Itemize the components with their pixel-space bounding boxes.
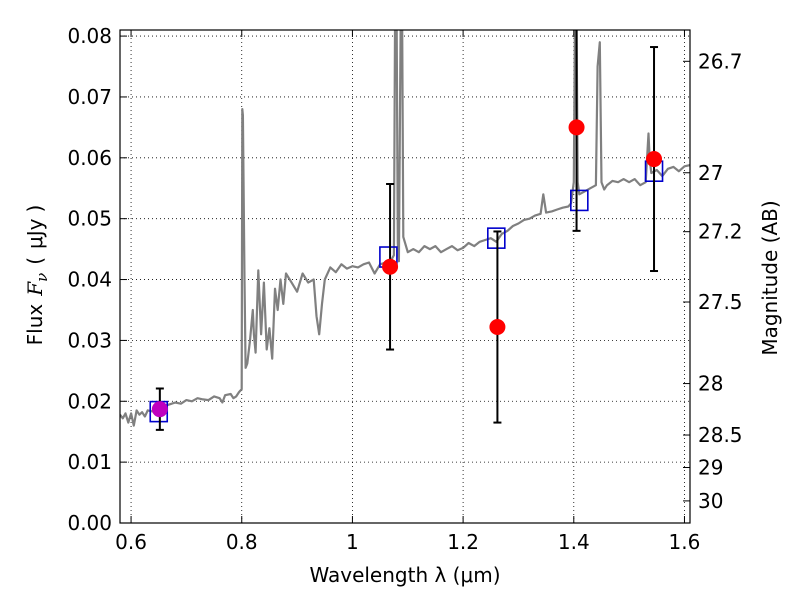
magnitude-tick-label: 27 xyxy=(698,161,723,185)
ticks-layer xyxy=(120,30,690,524)
observed-flux-point xyxy=(646,151,663,168)
plot-frame xyxy=(119,29,691,524)
model-photometry-square xyxy=(570,189,589,212)
observed-flux-point xyxy=(489,319,506,336)
magnitude-tick-label: 30 xyxy=(698,489,723,513)
y-tick-label: 0.07 xyxy=(67,85,112,109)
x-tick-label: 0.6 xyxy=(115,530,147,554)
observed-flux-point xyxy=(151,401,168,418)
magnitude-tick-label: 28 xyxy=(698,372,723,396)
x-tick-label: 1.2 xyxy=(447,530,479,554)
magnitude-tick-label: 28.5 xyxy=(698,423,743,447)
observed-flux-point xyxy=(568,119,585,136)
observed-flux-point xyxy=(382,258,399,275)
tick-labels-layer: 0.6 0.8 1 1.2 1.4 1.6 0.00 0.01 0.02 0.03 0.04 0.05… xyxy=(67,24,742,554)
y-axis-title-word: Flux xyxy=(23,304,47,346)
magnitude-tick-label: 27.2 xyxy=(698,220,743,244)
x-tick-label: 1.6 xyxy=(669,530,701,554)
y-axis-title-symbol: F xyxy=(23,281,47,297)
y-tick-label: 0.04 xyxy=(67,268,112,292)
y-axis-title-subscript: ν xyxy=(33,273,51,282)
markers-layer xyxy=(149,30,664,431)
magnitude-tick-label: 26.7 xyxy=(698,49,743,73)
y-tick-label: 0.05 xyxy=(67,207,112,231)
magnitude-tick-label: 29 xyxy=(698,455,723,479)
right-y-axis-title: Magnitude (AB) xyxy=(758,200,782,355)
x-tick-label: 1.4 xyxy=(558,530,590,554)
y-axis-title-unit: μJy xyxy=(23,218,47,249)
x-tick-label: 1 xyxy=(346,530,359,554)
x-axis-title: Wavelength λ (μm) xyxy=(309,563,500,587)
y-axis-title-open-paren: ( xyxy=(23,257,47,265)
y-tick-label: 0.06 xyxy=(67,146,112,170)
y-tick-label: 0.02 xyxy=(67,389,112,413)
magnitude-tick-label: 27.5 xyxy=(698,290,743,314)
y-tick-label: 0.08 xyxy=(67,24,112,48)
y-axis-title-close-paren: ) xyxy=(23,205,47,213)
x-tick-label: 0.8 xyxy=(226,530,258,554)
y-axis-title: Flux Fν ( μJy) xyxy=(23,205,51,346)
model-photometry-square xyxy=(487,227,506,249)
y-tick-label: 0.01 xyxy=(67,450,112,474)
y-tick-label: 0.03 xyxy=(67,328,112,352)
y-tick-label: 0.00 xyxy=(67,511,112,535)
